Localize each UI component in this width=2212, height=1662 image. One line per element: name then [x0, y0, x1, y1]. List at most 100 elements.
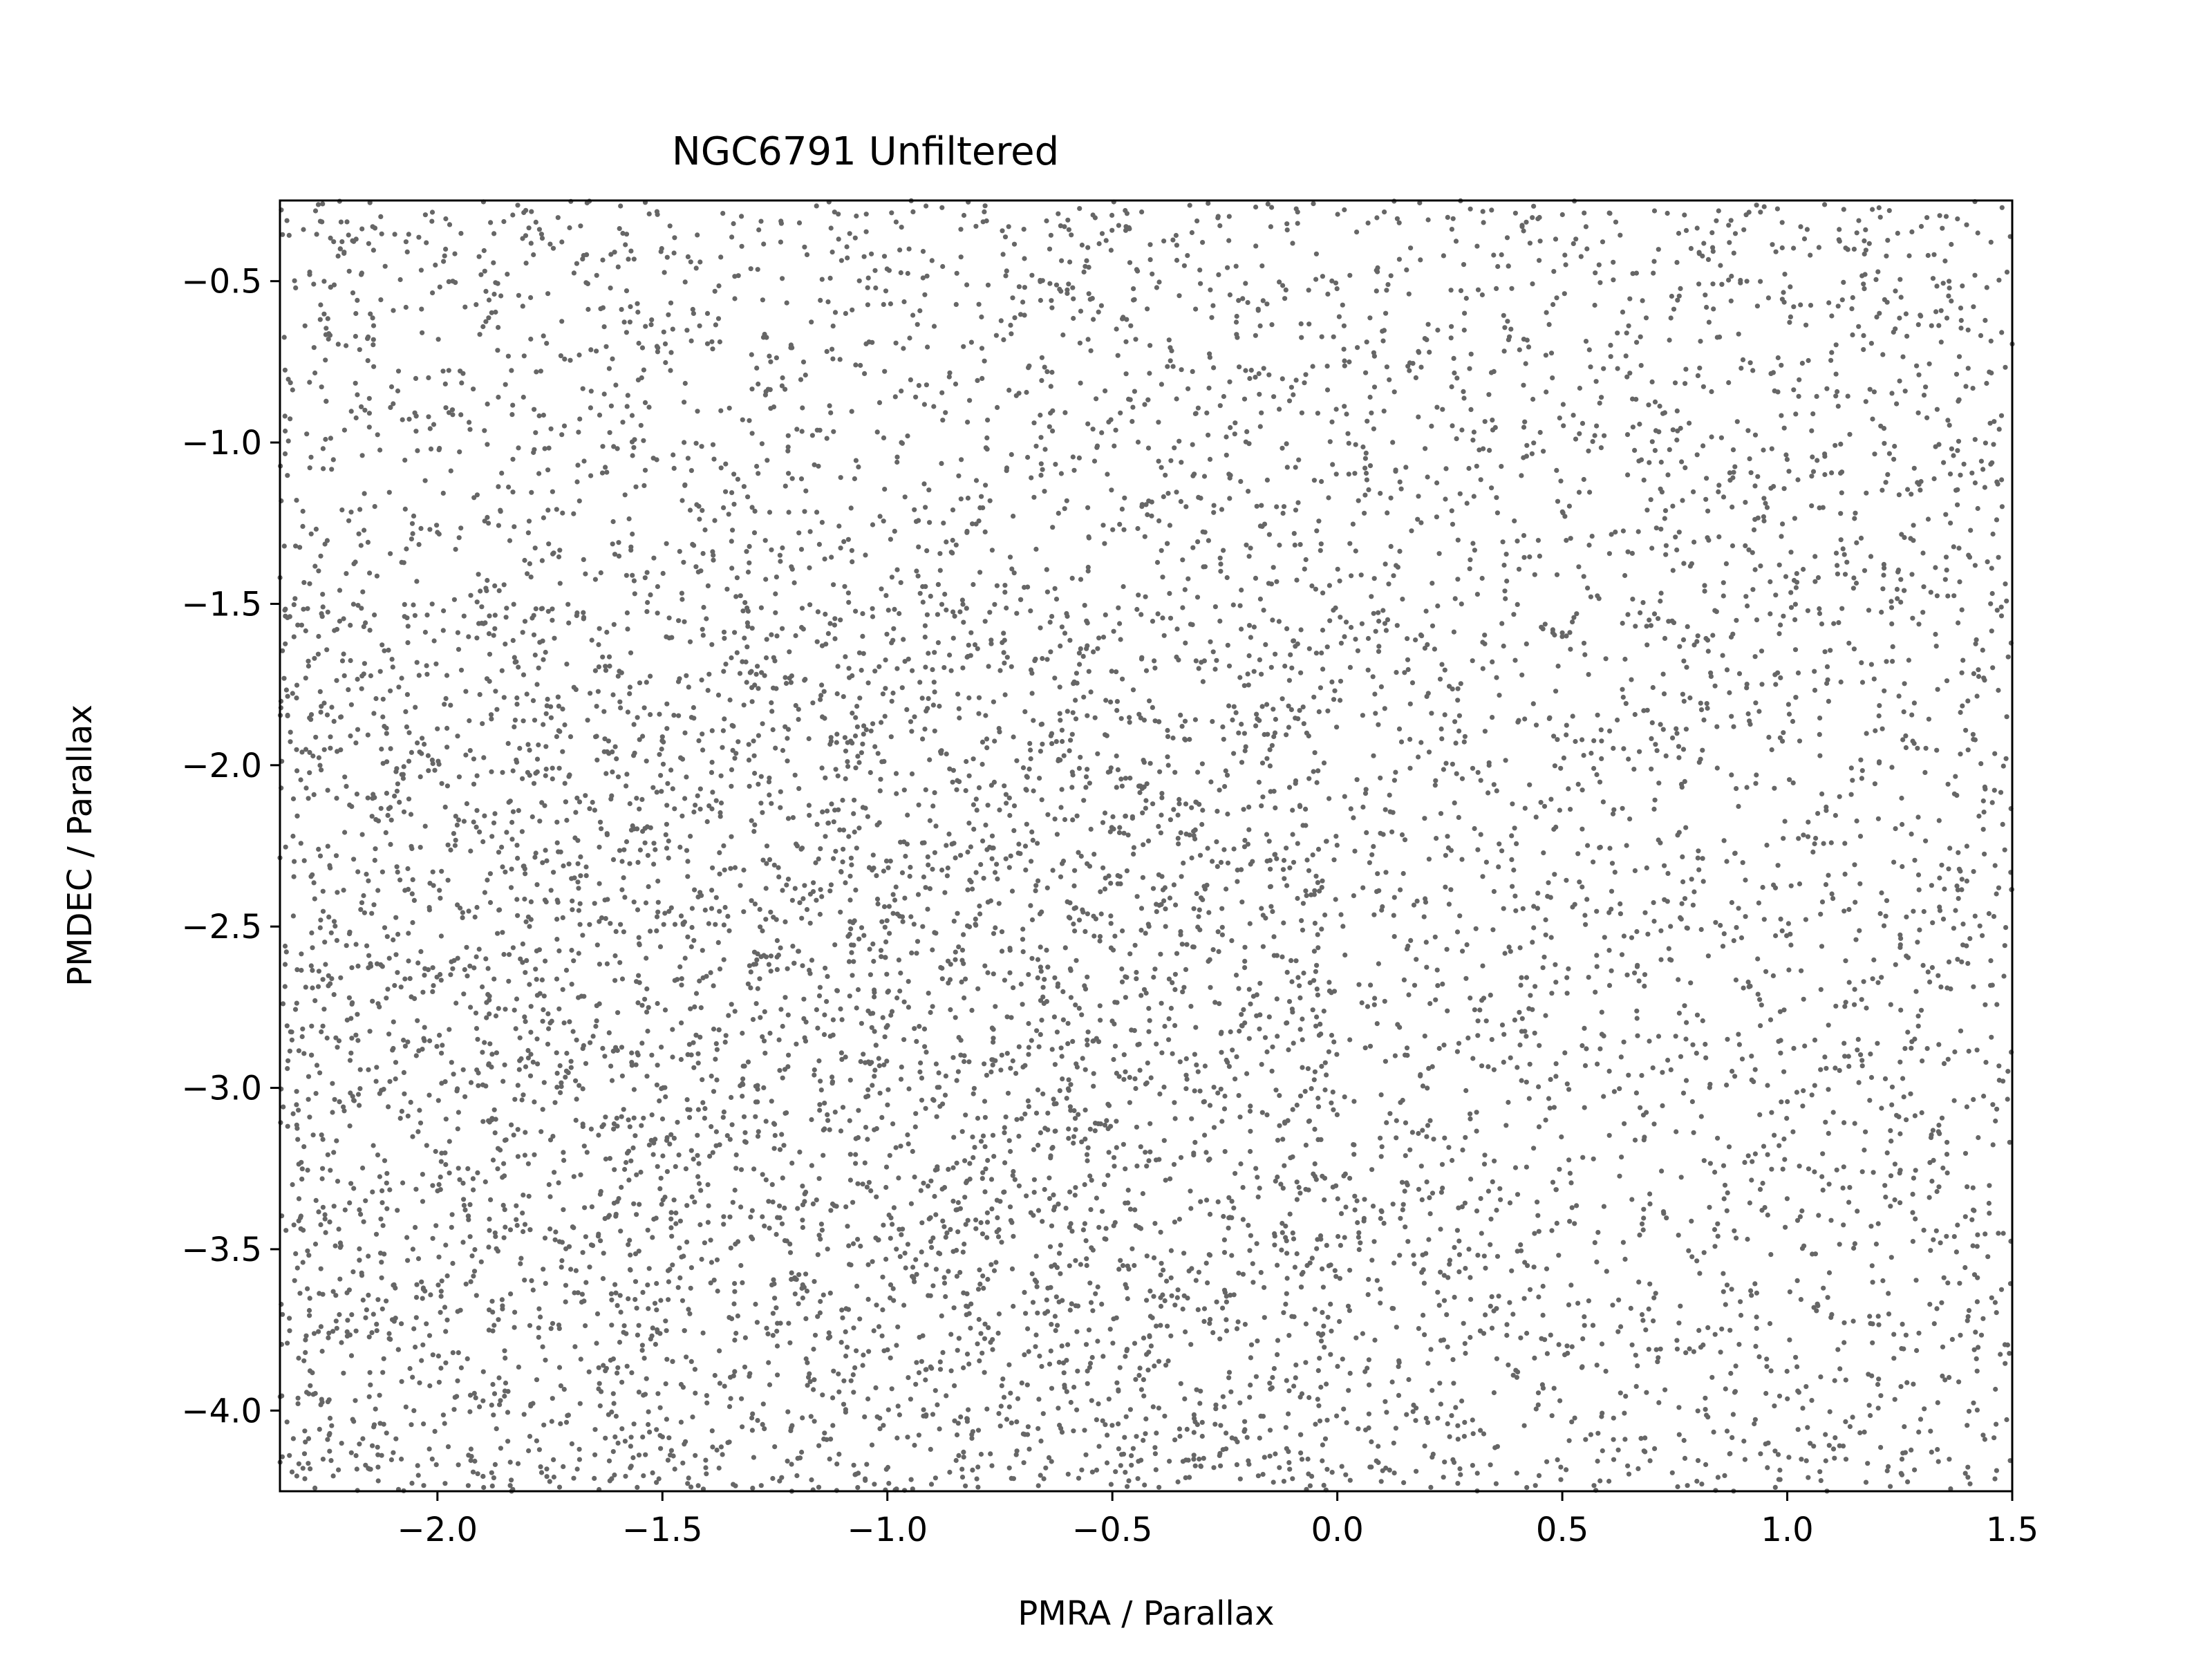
scatter-point: [534, 977, 539, 982]
scatter-point: [1574, 611, 1580, 617]
scatter-point: [1221, 1404, 1227, 1410]
scatter-point: [831, 819, 836, 825]
scatter-point: [1722, 1473, 1727, 1478]
scatter-point: [959, 979, 964, 984]
scatter-point: [294, 1265, 300, 1271]
scatter-point: [1269, 1068, 1275, 1074]
scatter-point: [509, 412, 515, 418]
scatter-point: [1875, 1406, 1881, 1411]
scatter-point: [346, 687, 351, 693]
scatter-point: [831, 856, 836, 861]
scatter-point: [450, 412, 456, 418]
scatter-point: [618, 1309, 624, 1315]
scatter-point: [950, 609, 956, 615]
scatter-point: [700, 1077, 705, 1083]
scatter-point: [1401, 977, 1407, 982]
scatter-point: [635, 1332, 641, 1338]
scatter-point: [1524, 1079, 1529, 1085]
scatter-point: [695, 1174, 701, 1179]
scatter-point: [872, 744, 878, 749]
scatter-point: [794, 427, 800, 432]
scatter-point: [499, 668, 505, 673]
scatter-point: [1903, 745, 1909, 751]
scatter-point: [1188, 622, 1193, 627]
scatter-point: [732, 1280, 738, 1287]
scatter-point: [1889, 765, 1895, 770]
scatter-point: [861, 731, 866, 737]
scatter-point: [435, 1282, 441, 1288]
scatter-point: [1196, 1269, 1201, 1275]
scatter-point: [388, 404, 393, 411]
scatter-point: [1432, 646, 1437, 652]
scatter-point: [617, 848, 623, 853]
scatter-point: [1734, 419, 1740, 424]
scatter-point: [477, 829, 482, 834]
scatter-point: [1152, 967, 1158, 972]
scatter-point: [937, 1359, 943, 1365]
scatter-point: [351, 561, 357, 567]
scatter-point: [697, 259, 703, 265]
scatter-point: [1078, 853, 1084, 859]
scatter-point: [1237, 364, 1242, 370]
scatter-point: [761, 1038, 767, 1044]
scatter-point: [868, 972, 873, 978]
scatter-point: [1844, 559, 1850, 565]
scatter-point: [1741, 1438, 1747, 1444]
scatter-point: [1224, 1294, 1229, 1299]
scatter-point: [1042, 977, 1047, 982]
scatter-point: [1526, 344, 1532, 350]
scatter-point: [443, 405, 449, 411]
scatter-point: [597, 919, 602, 924]
scatter-point: [1010, 295, 1015, 301]
scatter-point: [568, 734, 574, 740]
scatter-point: [1029, 917, 1035, 923]
scatter-point: [1483, 1312, 1488, 1318]
scatter-point: [1177, 1059, 1183, 1065]
scatter-point: [1989, 1295, 1994, 1300]
scatter-point: [1812, 669, 1817, 674]
scatter-point: [800, 360, 807, 365]
scatter-point: [1683, 366, 1689, 372]
scatter-point: [1081, 694, 1087, 700]
scatter-point: [1335, 1363, 1340, 1369]
scatter-point: [1260, 794, 1266, 800]
scatter-point: [355, 676, 360, 682]
scatter-point: [1702, 588, 1707, 594]
scatter-point: [1180, 605, 1185, 610]
scatter-point: [1499, 464, 1504, 469]
scatter-point: [604, 629, 610, 635]
scatter-point: [1007, 554, 1013, 560]
scatter-point: [1009, 1420, 1014, 1426]
scatter-point: [532, 1152, 537, 1157]
scatter-point: [1318, 541, 1324, 547]
scatter-point: [281, 1104, 286, 1110]
scatter-point: [1924, 1046, 1930, 1052]
scatter-point: [1192, 827, 1198, 832]
scatter-point: [577, 922, 583, 927]
scatter-point: [306, 1253, 312, 1258]
scatter-point: [432, 767, 438, 773]
scatter-point: [1226, 214, 1232, 219]
scatter-point: [1200, 529, 1206, 534]
scatter-point: [1594, 1363, 1600, 1368]
scatter-point: [1264, 832, 1270, 837]
scatter-point: [650, 1470, 655, 1475]
scatter-point: [1399, 1179, 1405, 1185]
scatter-point: [698, 1188, 704, 1193]
scatter-point: [627, 1124, 632, 1130]
scatter-point: [1905, 487, 1911, 492]
scatter-point: [1425, 1420, 1431, 1426]
scatter-point: [1270, 617, 1275, 623]
scatter-point: [1714, 765, 1720, 771]
scatter-point: [652, 1300, 658, 1306]
scatter-point: [1738, 366, 1744, 371]
scatter-point: [1116, 1421, 1121, 1427]
scatter-point: [971, 1155, 976, 1160]
scatter-point: [1965, 1464, 1971, 1470]
scatter-point: [313, 526, 319, 532]
scatter-point: [1131, 286, 1136, 292]
scatter-point: [335, 342, 341, 347]
scatter-point: [1188, 1206, 1194, 1211]
scatter-point: [1267, 884, 1273, 890]
